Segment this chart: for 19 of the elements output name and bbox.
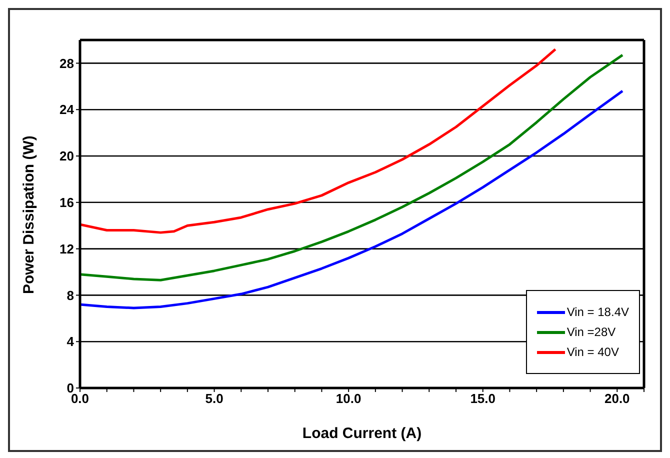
line-series — [80, 54, 624, 282]
y-tick-label: 16 — [60, 195, 74, 210]
y-tick-label: 12 — [60, 241, 74, 256]
y-axis-title: Power Dissipation (W) — [20, 136, 38, 294]
legend-label: Vin = 40V — [566, 345, 619, 359]
x-axis-title: Load Current (A) — [302, 425, 422, 442]
x-tick-label: 10.0 — [336, 391, 362, 406]
line-series — [80, 48, 557, 234]
y-tick-label: 4 — [66, 334, 75, 350]
y-tick-label: 20 — [60, 148, 74, 164]
x-tick-label: 20.0 — [604, 391, 630, 406]
legend-label: Vin =28V — [566, 325, 616, 339]
x-tick-label: 15.0 — [470, 391, 496, 406]
y-tick-label: 8 — [66, 288, 74, 303]
legend-label: Vin = 18.4V — [566, 305, 629, 319]
y-tick-label: 28 — [60, 56, 74, 71]
x-tick-label: 0.0 — [70, 391, 90, 406]
y-tick-label: 24 — [60, 102, 75, 118]
x-tick-label: 5.0 — [205, 391, 224, 406]
